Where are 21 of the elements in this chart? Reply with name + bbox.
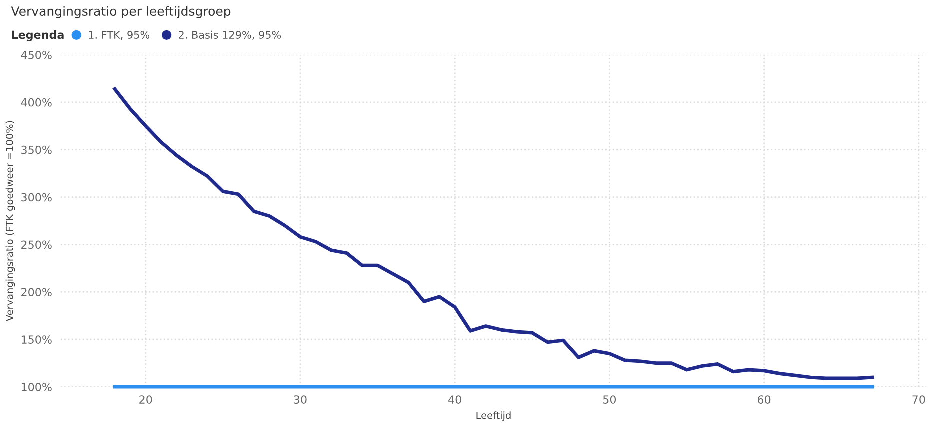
y-tick-label: 450% <box>21 50 52 60</box>
legend-title: Legenda <box>12 30 64 42</box>
x-tick-label: 70 <box>912 396 926 404</box>
legend-label: 1. FTK, 95% <box>89 31 150 40</box>
y-axis-title: Vervangingsratio (FTK goedweer =100%) <box>6 121 16 322</box>
x-tick-label: 50 <box>603 396 616 404</box>
legend-label: 2. Basis 129%, 95% <box>179 30 282 40</box>
y-tick-label: 100% <box>22 383 52 392</box>
y-tick-label: 250% <box>22 240 52 250</box>
y-tick-label: 350% <box>22 146 52 154</box>
line-series <box>113 87 874 380</box>
y-tick-label: 200% <box>22 288 52 297</box>
x-axis-title: Leeftijd <box>476 412 511 422</box>
x-tick-label: 60 <box>758 396 771 404</box>
y-tick-label: 300% <box>22 193 52 202</box>
x-tick-label: 30 <box>294 396 307 404</box>
chart-title: Vervangingsratio per leeftijdsgroep <box>11 6 231 18</box>
x-tick-label: 20 <box>140 396 152 404</box>
y-tick-label: 150% <box>22 336 52 344</box>
y-tick-label: 400% <box>21 98 52 107</box>
x-tick-label: 40 <box>448 396 462 404</box>
